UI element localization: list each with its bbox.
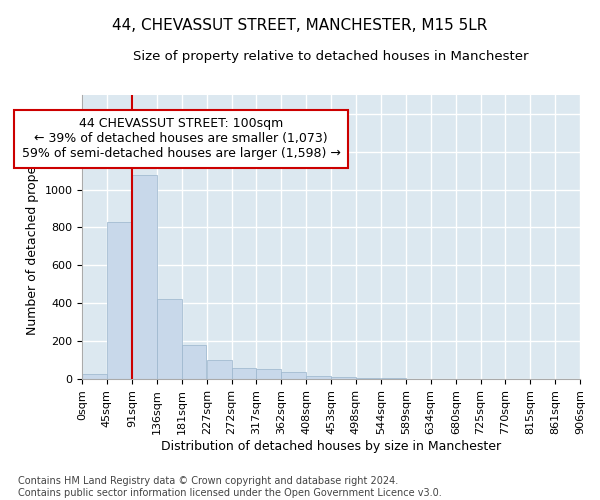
Bar bbox=[182, 345, 206, 379]
Bar bbox=[232, 368, 256, 379]
X-axis label: Distribution of detached houses by size in Manchester: Distribution of detached houses by size … bbox=[161, 440, 501, 452]
Bar bbox=[256, 368, 281, 379]
Text: 44, CHEVASSUT STREET, MANCHESTER, M15 5LR: 44, CHEVASSUT STREET, MANCHESTER, M15 5L… bbox=[112, 18, 488, 32]
Bar bbox=[157, 300, 182, 379]
Bar bbox=[331, 377, 356, 379]
Text: 44 CHEVASSUT STREET: 100sqm
← 39% of detached houses are smaller (1,073)
59% of : 44 CHEVASSUT STREET: 100sqm ← 39% of det… bbox=[22, 118, 340, 160]
Bar bbox=[306, 376, 331, 379]
Title: Size of property relative to detached houses in Manchester: Size of property relative to detached ho… bbox=[133, 50, 529, 63]
Bar bbox=[281, 372, 306, 379]
Bar bbox=[207, 360, 232, 379]
Bar bbox=[82, 374, 107, 379]
Bar bbox=[356, 378, 380, 379]
Bar bbox=[381, 378, 406, 379]
Text: Contains HM Land Registry data © Crown copyright and database right 2024.
Contai: Contains HM Land Registry data © Crown c… bbox=[18, 476, 442, 498]
Bar bbox=[132, 176, 157, 379]
Bar bbox=[107, 222, 131, 379]
Y-axis label: Number of detached properties: Number of detached properties bbox=[26, 138, 38, 336]
